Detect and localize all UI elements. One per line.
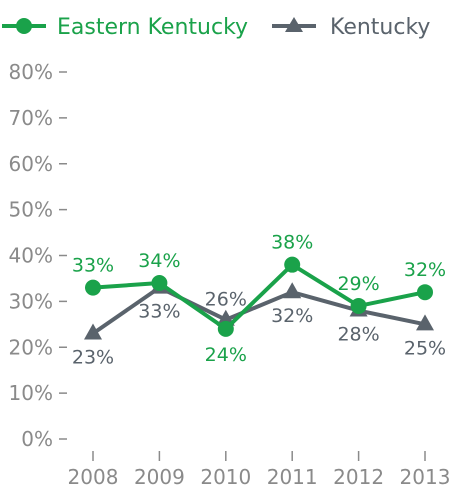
series-line-kentucky bbox=[91, 285, 426, 336]
data-point-circle bbox=[284, 256, 301, 273]
legend-circle-marker bbox=[16, 18, 32, 34]
series-line-eastern-kentucky bbox=[92, 262, 426, 331]
data-point-circle bbox=[85, 279, 101, 296]
y-tick-label: 0% bbox=[21, 427, 53, 451]
data-point-circle bbox=[350, 297, 367, 314]
data-label-eastern-kentucky: 33% bbox=[72, 255, 114, 277]
data-label-kentucky: 32% bbox=[271, 305, 313, 327]
legend-label: Eastern Kentucky bbox=[57, 15, 248, 40]
y-tick-label: 50% bbox=[9, 198, 53, 222]
data-label-kentucky: 26% bbox=[205, 289, 247, 311]
data-point-triangle bbox=[416, 314, 434, 331]
y-tick-label: 80% bbox=[9, 60, 53, 84]
data-point-circle bbox=[417, 284, 433, 301]
x-tick-label: 2008 bbox=[68, 465, 119, 489]
x-tick-label: 2011 bbox=[267, 465, 318, 489]
data-label-eastern-kentucky: 38% bbox=[271, 232, 313, 254]
data-label-eastern-kentucky: 34% bbox=[138, 250, 180, 272]
y-tick-label: 40% bbox=[9, 244, 53, 268]
data-label-eastern-kentucky: 32% bbox=[404, 259, 446, 281]
y-axis: 0% 10% 20% 30% 40% 50% 60% 70% 80% bbox=[9, 60, 67, 451]
y-tick-label: 60% bbox=[9, 152, 53, 176]
y-tick-label: 70% bbox=[9, 106, 53, 130]
data-label-kentucky: 25% bbox=[404, 337, 446, 359]
x-tick-label: 2009 bbox=[134, 465, 185, 489]
legend-triangle-marker bbox=[285, 17, 303, 32]
series-layer bbox=[84, 256, 434, 340]
x-tick-label: 2013 bbox=[400, 465, 451, 489]
data-point-triangle bbox=[216, 309, 235, 326]
data-point-triangle bbox=[84, 323, 102, 340]
data-label-kentucky: 23% bbox=[72, 346, 114, 368]
legend-item-kentucky: Kentucky bbox=[272, 15, 430, 40]
data-labels: 33% 23% 34% 33% 24% 26% 38% 32% 29% 28% 32% 25% bbox=[72, 232, 446, 369]
legend-item-eastern-kentucky: Eastern Kentucky bbox=[2, 15, 248, 40]
legend-label: Kentucky bbox=[330, 15, 430, 40]
x-tick-label: 2012 bbox=[333, 465, 384, 489]
x-tick-label: 2010 bbox=[200, 465, 251, 489]
data-point-triangle bbox=[283, 282, 302, 299]
data-point-circle bbox=[217, 320, 234, 337]
data-label-eastern-kentucky: 29% bbox=[337, 273, 379, 295]
y-tick-label: 20% bbox=[9, 335, 53, 359]
data-point-circle bbox=[151, 275, 168, 292]
y-tick-label: 10% bbox=[9, 381, 53, 405]
data-label-kentucky: 28% bbox=[337, 324, 379, 346]
data-label-eastern-kentucky: 24% bbox=[205, 344, 247, 366]
legend: Eastern Kentucky Kentucky bbox=[2, 15, 430, 40]
data-label-kentucky: 33% bbox=[138, 301, 180, 323]
y-tick-label: 30% bbox=[9, 289, 53, 313]
x-axis: 2008 2009 2010 2011 2012 2013 bbox=[68, 451, 451, 489]
